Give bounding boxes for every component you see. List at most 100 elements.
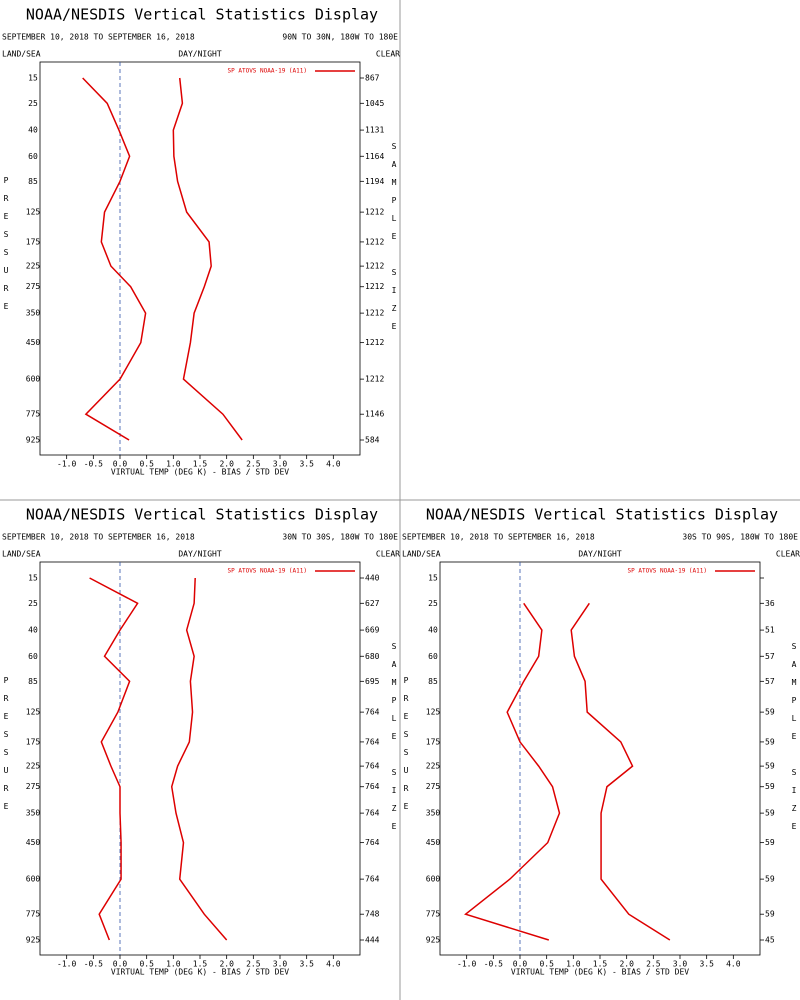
sample-size-label: 867	[365, 74, 380, 83]
y-tick-label: 60	[28, 652, 38, 661]
x-tick-label: 3.0	[273, 460, 288, 469]
sample-size-label: 627	[365, 599, 380, 608]
y-tick-label: 25	[428, 599, 438, 608]
y-tick-label: 450	[26, 338, 41, 347]
y-tick-label: 125	[426, 708, 441, 717]
chart-panel: NOAA/NESDIS Vertical Statistics Display S…	[2, 6, 401, 477]
x-tick-label: 2.5	[246, 960, 261, 969]
sample-size-label: 764	[365, 838, 380, 847]
cloud-label: CLEAR	[376, 550, 400, 559]
y-axis-label: PRESSURE	[2, 676, 11, 820]
x-tick-label: 1.5	[193, 960, 208, 969]
sample-size-label: 444	[365, 936, 380, 945]
sample-size-label: 45	[765, 936, 775, 945]
legend-label: SP ATOVS NOAA-19 (A11)	[628, 568, 707, 575]
chart-panel: NOAA/NESDIS Vertical Statistics Display S…	[2, 506, 401, 977]
region: 30S TO 90S, 180W TO 180E	[682, 533, 798, 542]
y-tick-label: 775	[426, 910, 441, 919]
y2-axis-label: SAMPLE SIZE	[390, 642, 399, 840]
sample-size-label: 680	[365, 652, 380, 661]
y-tick-label: 60	[428, 652, 438, 661]
legend-label: SP ATOVS NOAA-19 (A11)	[228, 568, 307, 575]
y-tick-label: 175	[26, 737, 41, 746]
y-tick-label: 175	[26, 237, 41, 246]
y-tick-label: 15	[28, 74, 38, 83]
y-tick-label: 225	[26, 762, 41, 771]
chart-title: NOAA/NESDIS Vertical Statistics Display	[26, 506, 378, 524]
x-tick-label: 2.0	[219, 460, 234, 469]
sample-size-label: 1212	[365, 375, 384, 384]
legend-label: SP ATOVS NOAA-19 (A11)	[228, 68, 307, 75]
sample-size-label: 59	[765, 737, 775, 746]
x-tick-label: 4.0	[726, 960, 741, 969]
sample-size-label: 1212	[365, 309, 384, 318]
land-sea-label: LAND/SEA	[2, 550, 41, 559]
x-tick-label: -0.5	[84, 460, 103, 469]
y-tick-label: 275	[26, 782, 41, 791]
sample-size-label: 764	[365, 782, 380, 791]
sample-size-label: 57	[765, 677, 775, 686]
sample-size-label: 764	[365, 737, 380, 746]
day-night-label: DAY/NIGHT	[578, 550, 622, 559]
std-dev-line	[170, 577, 228, 941]
x-axis-label: VIRTUAL TEMP (DEG K) - BIAS / STD DEV	[111, 968, 289, 977]
sample-size-label: 1212	[365, 262, 384, 271]
sample-size-label: 1045	[365, 99, 384, 108]
cloud-label: CLEAR	[376, 50, 400, 59]
std-dev-line	[570, 602, 671, 941]
y-tick-label: 600	[426, 875, 441, 884]
x-tick-label: 4.0	[326, 460, 341, 469]
y-tick-label: 60	[28, 152, 38, 161]
bias-line	[82, 77, 147, 441]
y-tick-label: 600	[26, 375, 41, 384]
y-tick-label: 925	[426, 936, 441, 945]
x-tick-label: 0.0	[113, 460, 128, 469]
sample-size-label: 764	[365, 762, 380, 771]
day-night-label: DAY/NIGHT	[178, 50, 222, 59]
x-tick-label: 1.0	[566, 960, 581, 969]
x-tick-label: -1.0	[57, 460, 76, 469]
y-tick-label: 350	[26, 309, 41, 318]
chart-title: NOAA/NESDIS Vertical Statistics Display	[426, 506, 778, 524]
sample-size-label: 764	[365, 708, 380, 717]
x-tick-label: 0.5	[139, 460, 154, 469]
land-sea-label: LAND/SEA	[2, 50, 41, 59]
x-tick-label: 1.0	[166, 960, 181, 969]
y-tick-label: 600	[26, 875, 41, 884]
sample-size-label: 1212	[365, 237, 384, 246]
x-tick-label: -0.5	[84, 960, 103, 969]
sample-size-label: 57	[765, 652, 775, 661]
sample-size-label: 36	[765, 599, 775, 608]
x-tick-label: 2.5	[246, 460, 261, 469]
date-range: SEPTEMBER 10, 2018 TO SEPTEMBER 16, 2018	[402, 533, 595, 542]
y-tick-label: 275	[426, 782, 441, 791]
y-tick-label: 40	[28, 626, 38, 635]
sample-size-label: 59	[765, 838, 775, 847]
y-tick-label: 225	[26, 262, 41, 271]
x-tick-label: 0.0	[513, 960, 528, 969]
y-tick-label: 275	[26, 282, 41, 291]
sample-size-label: 59	[765, 708, 775, 717]
x-axis-label: VIRTUAL TEMP (DEG K) - BIAS / STD DEV	[111, 468, 289, 477]
y-tick-label: 40	[428, 626, 438, 635]
y-tick-label: 925	[26, 936, 41, 945]
y-tick-label: 350	[426, 809, 441, 818]
y-tick-label: 350	[26, 809, 41, 818]
date-range: SEPTEMBER 10, 2018 TO SEPTEMBER 16, 2018	[2, 33, 195, 42]
x-tick-label: 1.5	[193, 460, 208, 469]
sample-size-label: 1194	[365, 177, 384, 186]
x-tick-label: 0.5	[539, 960, 554, 969]
sample-size-label: 51	[765, 626, 775, 635]
x-tick-label: 3.5	[299, 960, 314, 969]
x-axis-label: VIRTUAL TEMP (DEG K) - BIAS / STD DEV	[511, 968, 689, 977]
x-tick-label: 1.0	[166, 460, 181, 469]
bias-line	[464, 602, 561, 941]
y2-axis-label: SAMPLE SIZE	[390, 142, 399, 340]
bias-line	[89, 577, 139, 941]
chart-title: NOAA/NESDIS Vertical Statistics Display	[26, 6, 378, 24]
sample-size-label: 440	[365, 574, 380, 583]
y-tick-label: 85	[428, 677, 438, 686]
y-tick-label: 175	[426, 737, 441, 746]
